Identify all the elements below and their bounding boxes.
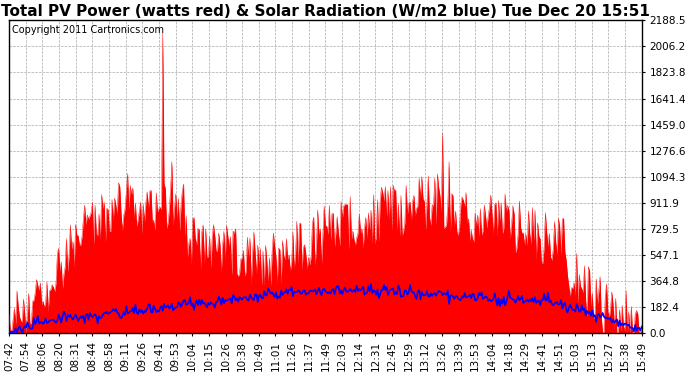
Title: Total PV Power (watts red) & Solar Radiation (W/m2 blue) Tue Dec 20 15:51: Total PV Power (watts red) & Solar Radia… xyxy=(1,4,650,19)
Text: Copyright 2011 Cartronics.com: Copyright 2011 Cartronics.com xyxy=(12,25,164,35)
